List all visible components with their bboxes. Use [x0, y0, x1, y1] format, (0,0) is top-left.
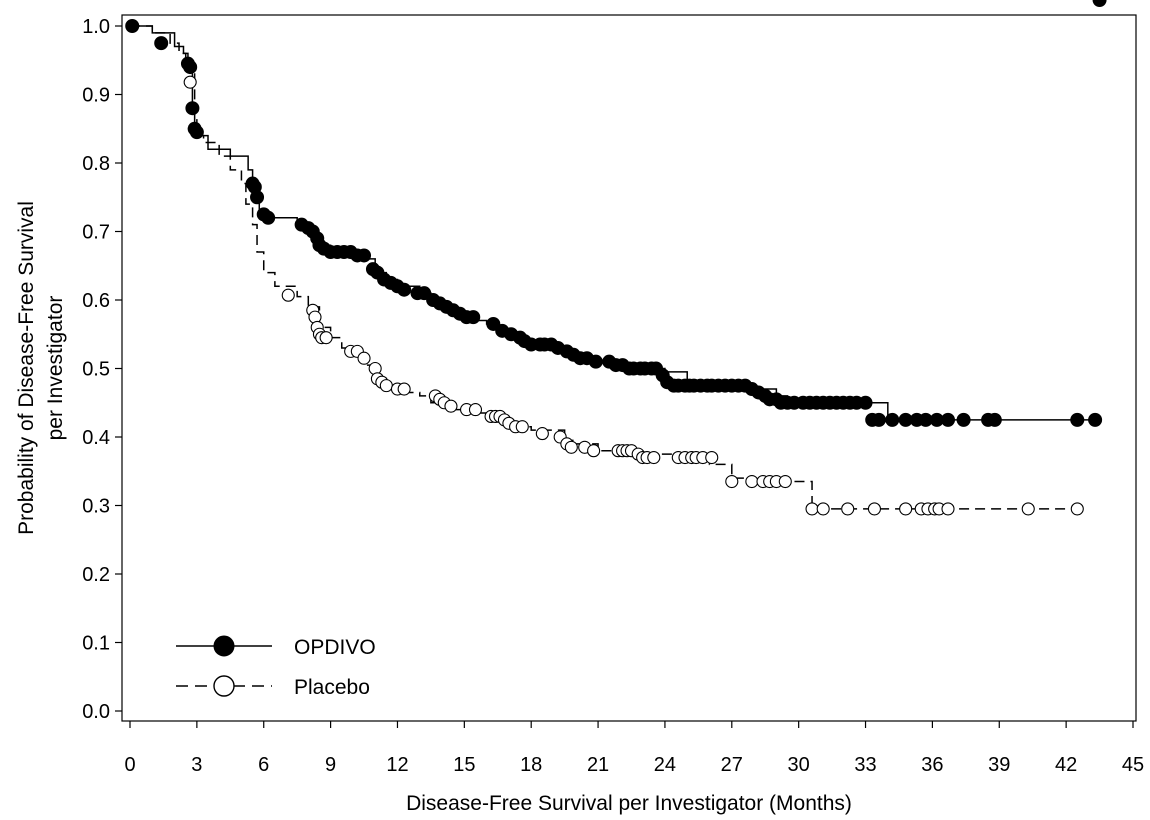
- y-tick-label: 0.5: [82, 359, 110, 381]
- censor-marker-opdivo: [261, 210, 276, 225]
- censor-marker-placebo: [805, 502, 819, 516]
- censor-marker-placebo: [357, 351, 371, 365]
- censor-marker-placebo: [1070, 502, 1084, 516]
- censor-marker-placebo: [745, 474, 759, 489]
- censor-marker-opdivo: [183, 60, 198, 75]
- censor-marker-opdivo: [466, 310, 481, 325]
- censor-marker-placebo: [725, 474, 739, 489]
- x-axis: 0 3 6 9 12 15 18 21 24 27 30 33 36 39 42 45: [124, 721, 1144, 776]
- censor-marker-opdivo: [1088, 412, 1103, 427]
- x-tick-label: 42: [1055, 754, 1077, 776]
- censor-marker-opdivo: [1070, 412, 1085, 427]
- censor-marker-opdivo: [885, 412, 900, 427]
- censor-marker-opdivo: [397, 282, 412, 297]
- x-tick-label: 30: [788, 754, 810, 776]
- censor-marker-placebo: [281, 288, 295, 302]
- censor-marker-placebo: [816, 502, 830, 516]
- censor-marker-opdivo: [1092, 0, 1107, 7]
- y-axis-title-line1: Probability of Disease-Free Survival: [15, 201, 38, 535]
- legend-placebo-label: Placebo: [294, 676, 370, 699]
- x-tick-label: 12: [386, 754, 408, 776]
- y-tick-label: 0.1: [82, 633, 110, 655]
- censor-marker-opdivo: [588, 354, 603, 369]
- censor-marker-placebo: [841, 502, 855, 516]
- censor-marker-opdivo: [941, 412, 956, 427]
- censor-marker-placebo: [1021, 502, 1035, 516]
- censor-marker-placebo: [647, 450, 661, 465]
- legend-opdivo-marker: [213, 635, 235, 657]
- censor-marker-placebo: [397, 382, 411, 396]
- censor-marker-opdivo: [871, 412, 886, 427]
- censor-marker-placebo: [515, 420, 529, 434]
- x-tick-label: 39: [988, 754, 1010, 776]
- censor-marker-placebo: [444, 399, 458, 413]
- x-tick-label: 45: [1122, 754, 1144, 776]
- censor-marker-opdivo: [154, 36, 169, 51]
- censor-marker-opdivo: [189, 125, 204, 140]
- x-tick-label: 0: [124, 754, 135, 776]
- censor-marker-opdivo: [987, 412, 1002, 427]
- censor-marker-placebo: [379, 379, 393, 393]
- x-tick-label: 9: [325, 754, 336, 776]
- legend: OPDIVO Placebo: [176, 635, 376, 699]
- censor-marker-placebo: [705, 450, 719, 465]
- y-axis-title-line2: per Investigator: [44, 296, 67, 441]
- y-axis: 0.0 0.1 0.2 0.3 0.4 0.5 0.6 0.7 0.8 0.9 1.0: [82, 16, 122, 723]
- censor-marker-placebo: [468, 403, 483, 417]
- censor-marker-placebo: [899, 502, 913, 516]
- censor-marker-opdivo: [125, 19, 140, 33]
- censor-marker-opdivo: [185, 101, 200, 116]
- censor-marker-opdivo: [956, 412, 971, 427]
- x-tick-label: 24: [654, 754, 676, 776]
- censor-marker-opdivo: [357, 248, 372, 263]
- x-tick-label: 18: [520, 754, 542, 776]
- x-tick-label: 6: [258, 754, 269, 776]
- legend-opdivo-label: OPDIVO: [294, 636, 376, 659]
- censor-marker-placebo: [587, 444, 601, 458]
- legend-placebo-marker: [213, 675, 235, 697]
- censor-marker-placebo: [778, 474, 792, 489]
- censor-marker-placebo: [941, 502, 955, 516]
- y-tick-label: 0.0: [82, 701, 110, 723]
- censor-marker-placebo: [564, 440, 578, 454]
- x-tick-label: 36: [921, 754, 943, 776]
- censor-marker-opdivo: [250, 190, 265, 205]
- censor-marker-placebo: [867, 502, 881, 516]
- x-tick-label: 21: [587, 754, 609, 776]
- y-tick-label: 0.9: [82, 85, 110, 107]
- y-tick-label: 0.8: [82, 153, 110, 175]
- x-tick-label: 33: [854, 754, 876, 776]
- series-layer: [125, 0, 1107, 516]
- y-tick-label: 0.7: [82, 222, 110, 244]
- censor-marker-placebo: [319, 331, 333, 345]
- y-tick-label: 0.2: [82, 564, 110, 586]
- series-line-placebo: [130, 25, 1078, 510]
- x-tick-label: 27: [721, 754, 743, 776]
- censor-marker-opdivo: [858, 395, 873, 410]
- censor-marker-placebo: [535, 427, 549, 441]
- censor-marker-placebo: [183, 75, 197, 89]
- y-tick-label: 0.3: [82, 496, 110, 518]
- y-tick-label: 0.6: [82, 290, 110, 312]
- y-tick-label: 0.4: [82, 427, 110, 449]
- x-tick-label: 15: [453, 754, 475, 776]
- x-axis-title: Disease-Free Survival per Investigator (…: [406, 792, 852, 815]
- x-tick-label: 3: [191, 754, 202, 776]
- y-tick-label: 1.0: [82, 16, 110, 38]
